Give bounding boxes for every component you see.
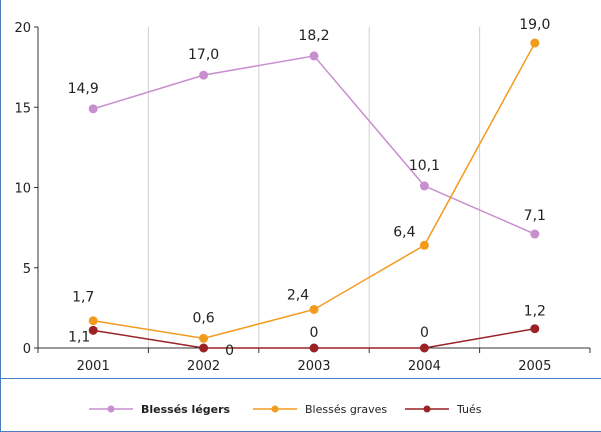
y-tick-label: 20 — [14, 21, 31, 36]
data-point — [419, 240, 429, 250]
series-blessés-légers: 14,9 17,0 18,2 10,1 7,1 — [68, 28, 546, 239]
data-point — [88, 104, 98, 114]
x-tick-label: 2005 — [518, 359, 551, 374]
legend-item: Blessés graves — [253, 403, 387, 416]
data-point — [309, 343, 319, 353]
data-point — [309, 304, 319, 314]
legend-item: Blessés légers — [89, 403, 231, 416]
legend-marker — [107, 405, 115, 413]
legend: Blessés légers Blessés graves Tués — [89, 403, 482, 416]
data-point — [199, 343, 209, 353]
data-point — [309, 51, 319, 61]
data-point — [530, 229, 540, 239]
data-label: 0 — [225, 343, 234, 359]
data-label: 0,6 — [192, 310, 214, 326]
x-tick-label: 2002 — [187, 359, 220, 374]
axes: 0 5 10 15 20 2001 2002 2003 2004 2005 — [14, 21, 591, 374]
x-tick-label: 2004 — [408, 359, 441, 374]
data-label: 14,9 — [68, 81, 99, 97]
series-blessés-graves: 1,7 0,6 2,4 6,4 19,0 — [72, 17, 550, 343]
data-label: 10,1 — [409, 158, 440, 174]
grid — [147, 27, 481, 348]
data-point — [199, 333, 209, 343]
data-point — [419, 343, 429, 353]
data-label: 1,7 — [72, 290, 94, 306]
series-line — [93, 42, 536, 340]
data-label: 2,4 — [287, 287, 309, 303]
series-layer: 14,9 17,0 18,2 10,1 7,1 1,7 0,6 2,4 6,4 19,0 1,1 0 0… — [68, 17, 551, 359]
data-label: 0 — [310, 325, 319, 341]
data-label: 18,2 — [298, 28, 329, 44]
data-point — [88, 316, 98, 326]
series-tués: 1,1 0 0 0 1,2 — [68, 304, 546, 359]
legend-item: Tués — [405, 403, 482, 416]
y-tick-label: 5 — [23, 262, 31, 277]
data-point — [88, 325, 98, 335]
data-label: 6,4 — [393, 224, 415, 240]
legend-label: Tués — [456, 403, 482, 416]
data-point — [199, 70, 209, 80]
y-tick-label: 10 — [14, 182, 31, 197]
legend-marker — [271, 405, 279, 413]
data-point — [419, 181, 429, 191]
data-label: 1,1 — [68, 329, 90, 345]
y-tick-label: 15 — [14, 101, 31, 116]
data-label: 19,0 — [519, 17, 550, 33]
data-point — [530, 324, 540, 334]
data-label: 1,2 — [524, 304, 546, 320]
series-line — [92, 55, 536, 235]
legend-label: Blessés légers — [141, 403, 231, 416]
legend-marker — [423, 405, 431, 413]
x-tick-label: 2003 — [297, 359, 330, 374]
legend-label: Blessés graves — [305, 403, 387, 416]
data-label: 7,1 — [524, 208, 546, 224]
data-label: 0 — [420, 325, 429, 341]
y-tick-label: 0 — [23, 342, 31, 357]
data-point — [530, 38, 540, 48]
data-label: 17,0 — [188, 47, 219, 63]
x-tick-label: 2001 — [77, 359, 110, 374]
